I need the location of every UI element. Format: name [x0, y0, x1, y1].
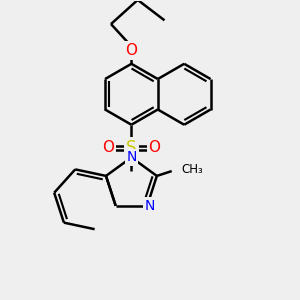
Text: N: N	[145, 199, 155, 213]
Text: O: O	[148, 140, 160, 155]
Text: CH₃: CH₃	[182, 163, 203, 176]
Text: S: S	[126, 139, 137, 157]
Text: O: O	[125, 43, 137, 58]
Text: N: N	[126, 150, 136, 164]
Text: O: O	[102, 140, 114, 155]
